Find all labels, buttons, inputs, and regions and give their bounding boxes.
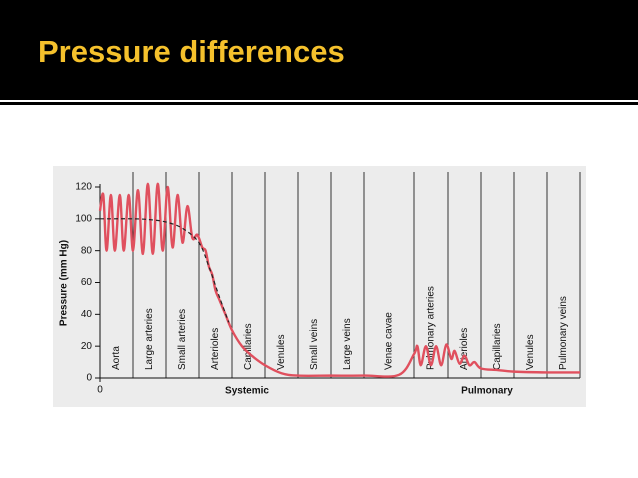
region-label: Pulmonary veins — [558, 296, 569, 370]
region-label: Small veins — [309, 319, 320, 370]
y-tick-label: 120 — [75, 182, 92, 193]
y-tick-label: 60 — [81, 277, 93, 288]
region-label: Venules — [276, 334, 287, 370]
pressure-line — [98, 182, 581, 378]
y-tick-label: 0 — [86, 373, 92, 384]
region-label: Capillaries — [492, 323, 503, 370]
x-tick-label: 0 — [97, 385, 103, 396]
slide-title: Pressure differences — [38, 34, 345, 69]
region-label: Arterioles — [459, 328, 470, 370]
y-tick-label: 20 — [81, 341, 93, 352]
y-tick-label: 40 — [81, 309, 93, 320]
region-label: Large veins — [342, 318, 353, 370]
chart-panel — [53, 166, 586, 407]
group-label: Systemic — [225, 386, 269, 397]
region-label: Large arteries — [144, 308, 155, 370]
region-label: Venules — [525, 334, 536, 370]
y-axis-label: Pressure (mm Hg) — [59, 240, 70, 326]
header-band: Pressure differences — [0, 0, 638, 102]
region-label: Pulmonary arteries — [426, 286, 437, 370]
region-label: Venae cavae — [384, 312, 395, 370]
region-label: Capillaries — [243, 323, 254, 370]
group-label: Pulmonary — [461, 386, 513, 397]
region-label: Aorta — [111, 346, 122, 370]
y-tick-label: 100 — [75, 213, 92, 224]
pressure-line — [99, 218, 230, 323]
region-label: Arterioles — [210, 328, 221, 370]
region-label: Small arteries — [177, 309, 188, 370]
y-tick-label: 80 — [81, 245, 93, 256]
